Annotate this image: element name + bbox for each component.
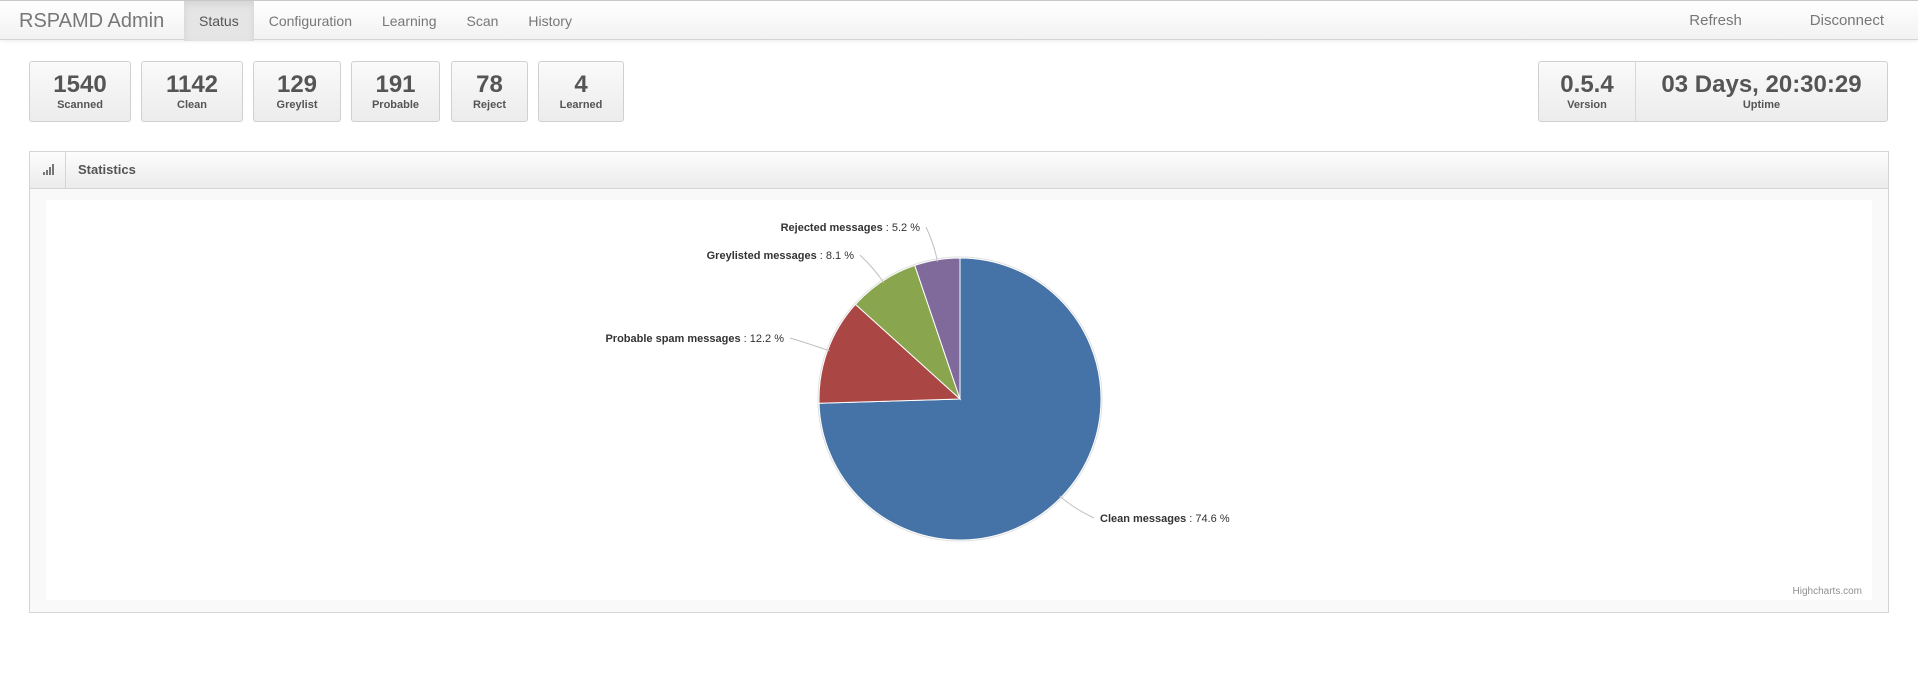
- pie-connector: [859, 254, 885, 284]
- tab-scan[interactable]: Scan: [466, 13, 499, 29]
- pie-label-value: : 8.1 %: [817, 250, 855, 262]
- stat-value: 4: [574, 71, 588, 98]
- nav-right: Refresh Disconnect: [1669, 1, 1918, 41]
- stat-label: Scanned: [57, 99, 103, 111]
- tab-status[interactable]: Status: [184, 1, 254, 41]
- stat-value: 78: [476, 71, 503, 98]
- main-nav: Status Configuration Learning Scan Histo…: [184, 1, 587, 41]
- stat-label: Probable: [371, 99, 420, 111]
- brand-title[interactable]: RSPAMD Admin: [19, 10, 165, 32]
- stat-learned: 4 Learned: [538, 61, 624, 122]
- stat-label: Learned: [559, 99, 603, 111]
- uptime-value: 03 Days, 20:30:29: [1661, 71, 1862, 98]
- stat-value: 1540: [53, 71, 107, 98]
- tab-learning[interactable]: Learning: [381, 13, 437, 29]
- stat-value: 191: [375, 71, 416, 98]
- stat-value: 129: [276, 71, 318, 98]
- widget-title: Statistics: [78, 162, 136, 177]
- refresh-button[interactable]: Refresh: [1689, 12, 1742, 29]
- stat-version: 0.5.4 Version: [1539, 62, 1636, 121]
- pie-label-value: : 74.6 %: [1186, 513, 1230, 525]
- server-info: 0.5.4 Version 03 Days, 20:30:29 Uptime: [1538, 61, 1888, 122]
- pie-label-value: : 5.2 %: [883, 222, 921, 234]
- pie-chart-area: Clean messages : 74.6 % Probable spam mes…: [46, 200, 1872, 600]
- pie-label-name: Clean messages: [1100, 513, 1186, 525]
- version-label: Version: [1567, 99, 1607, 111]
- widget-header: Statistics: [30, 152, 1888, 189]
- tab-configuration[interactable]: Configuration: [268, 13, 352, 29]
- pie-label: Probable spam messages : 12.2 %: [605, 333, 784, 345]
- bar-chart-icon: [30, 152, 66, 188]
- stat-clean: 1142 Clean: [141, 61, 243, 122]
- stat-reject: 78 Reject: [451, 61, 528, 122]
- stat-label: Reject: [472, 99, 507, 111]
- stat-label: Greylist: [276, 99, 318, 111]
- stat-probable: 191 Probable: [351, 61, 440, 122]
- version-value: 0.5.4: [1560, 71, 1614, 98]
- stat-value: 1142: [165, 71, 219, 98]
- navbar: RSPAMD Admin Status Configuration Learni…: [0, 0, 1918, 41]
- pie-label-name: Probable spam messages: [605, 333, 740, 345]
- pie-outline: [817, 256, 1103, 542]
- pie-connector: [1059, 495, 1095, 519]
- stat-greylist: 129 Greylist: [253, 61, 341, 122]
- pie-label-value: : 12.2 %: [741, 333, 785, 345]
- pie-connector: [925, 226, 938, 262]
- pie-label: Rejected messages : 5.2 %: [781, 222, 921, 234]
- tab-history[interactable]: History: [528, 13, 572, 29]
- uptime-label: Uptime: [1742, 99, 1781, 111]
- pie-chart: Clean messages : 74.6 % Probable spam mes…: [605, 222, 1862, 597]
- pie-label: Clean messages : 74.6 %: [1100, 513, 1230, 525]
- statistics-widget: Statistics Clean messages : 74.6 % Probab…: [29, 151, 1889, 613]
- pie-label-name: Rejected messages: [781, 222, 883, 234]
- pie-label-name: Greylisted messages: [707, 250, 817, 262]
- stat-uptime: 03 Days, 20:30:29 Uptime: [1636, 62, 1887, 121]
- stat-label: Clean: [177, 99, 207, 111]
- pie-connector: [789, 337, 830, 352]
- stat-scanned: 1540 Scanned: [29, 61, 131, 122]
- disconnect-button[interactable]: Disconnect: [1809, 12, 1884, 29]
- pie-label: Greylisted messages : 8.1 %: [707, 250, 855, 262]
- chart-credits[interactable]: Highcharts.com: [1793, 586, 1862, 597]
